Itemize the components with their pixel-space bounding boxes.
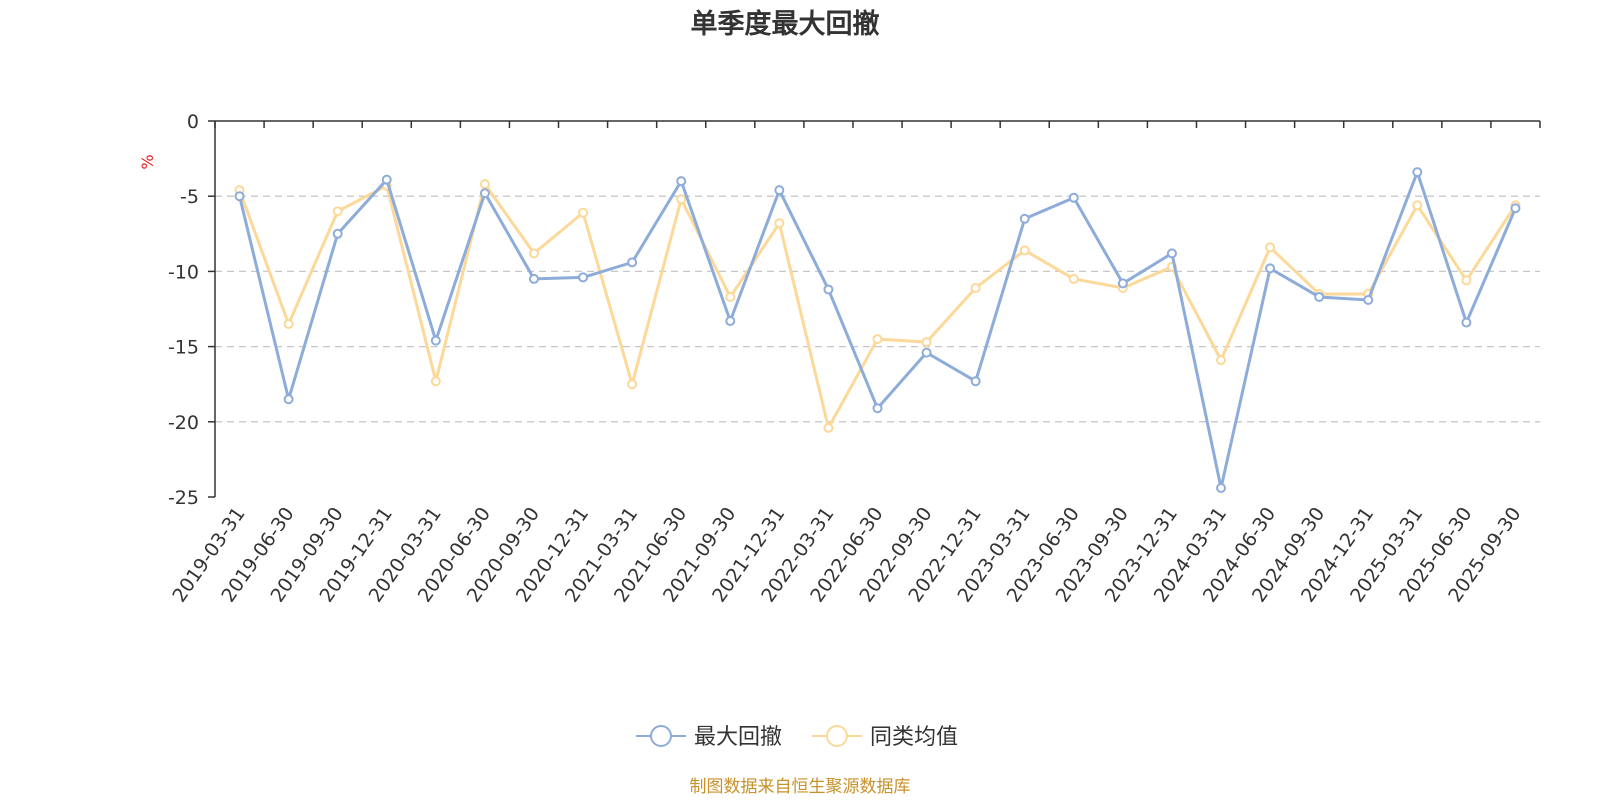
data-point[interactable] [1412,200,1423,211]
legend-label-max-drawdown: 最大回撤 [694,725,782,750]
data-point[interactable] [872,403,883,414]
data-point[interactable] [1068,273,1079,284]
series-line [238,182,1517,430]
data-point[interactable] [921,347,932,358]
data-point[interactable] [774,218,785,229]
y-tick-label: -10 [168,261,199,283]
axes [208,120,1541,498]
data-point[interactable] [1166,248,1177,259]
data-point[interactable] [1363,294,1374,305]
data-point[interactable] [234,191,245,202]
data-point[interactable] [528,248,539,259]
data-point[interactable] [676,176,687,187]
legend-label-category-average: 同类均值 [870,725,958,750]
data-point[interactable] [1461,275,1472,286]
data-point[interactable] [332,206,343,217]
series-max-drawdown [234,167,1521,493]
y-tick-label: 0 [187,111,199,133]
data-point[interactable] [1019,213,1030,224]
data-point[interactable] [283,319,294,330]
legend[interactable]: 最大回撤 同类均值 [636,725,958,750]
data-point[interactable] [872,334,883,345]
data-source-note: 制图数据来自恒生聚源数据库 [690,777,911,797]
data-point[interactable] [921,337,932,348]
data-point[interactable] [1461,317,1472,328]
y-tick-labels: 0 -5 -10 -15 -20 -25 [168,111,199,509]
data-point[interactable] [332,228,343,239]
data-point[interactable] [528,273,539,284]
data-point[interactable] [479,179,490,190]
series-lines [234,167,1521,493]
legend-marker-category-average [826,725,848,747]
data-point[interactable] [430,335,441,346]
y-tick-label: -20 [168,412,199,434]
data-point[interactable] [725,316,736,327]
data-point[interactable] [823,284,834,295]
data-point[interactable] [430,376,441,387]
data-point[interactable] [1117,278,1128,289]
series-category-average [234,179,1521,433]
data-point[interactable] [381,174,392,185]
data-point[interactable] [1216,482,1227,493]
series-line [238,170,1517,490]
data-point[interactable] [1510,203,1521,214]
data-point[interactable] [479,188,490,199]
data-point[interactable] [823,422,834,433]
y-axis-unit-label: % [138,154,157,169]
y-tick-label: -5 [180,186,199,208]
data-point[interactable] [627,379,638,390]
legend-marker-max-drawdown [650,725,672,747]
data-point[interactable] [283,394,294,405]
data-point[interactable] [970,282,981,293]
data-point[interactable] [1068,192,1079,203]
grid-lines [215,195,1540,423]
data-point[interactable] [627,257,638,268]
data-point[interactable] [1265,263,1276,274]
data-point[interactable] [578,272,589,283]
data-point[interactable] [970,376,981,387]
data-point[interactable] [774,185,785,196]
data-point[interactable] [725,291,736,302]
data-point[interactable] [1412,167,1423,178]
data-point[interactable] [1265,242,1276,253]
data-point[interactable] [1314,291,1325,302]
y-tick-label: -15 [168,337,199,359]
x-tick-labels: 2019-03-312019-06-302019-09-302019-12-31… [168,503,1525,606]
data-point[interactable] [1019,245,1030,256]
data-point[interactable] [1216,355,1227,366]
data-point[interactable] [676,194,687,205]
chart-title: 单季度最大回撤 [691,8,880,40]
legend-item-max-drawdown[interactable]: 最大回撤 [636,725,782,750]
legend-item-category-average[interactable]: 同类均值 [812,725,958,750]
y-tick-label: -25 [168,487,199,509]
data-point[interactable] [578,207,589,218]
